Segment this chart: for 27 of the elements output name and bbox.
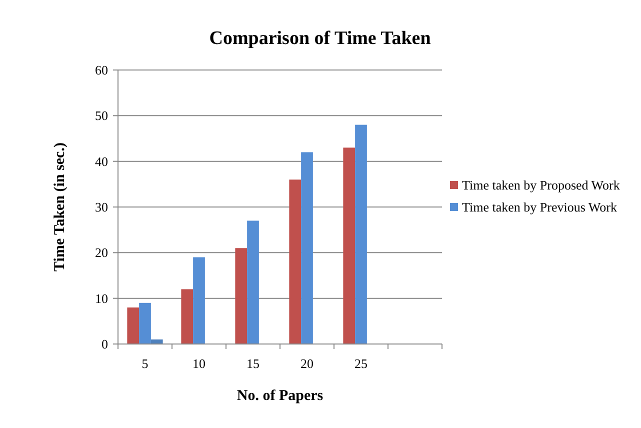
y-tick-label: 20 [95,245,108,260]
bar [181,289,194,344]
y-tick-label: 50 [95,108,108,124]
bar [139,302,151,344]
y-axis-title: Time Taken (in sec.) [52,142,68,272]
y-tick-label: 10 [95,290,108,306]
bar [343,148,356,344]
y-tick-label: 0 [102,336,108,352]
x-tick-label: 20 [300,356,314,371]
x-tick-label: 5 [142,356,148,371]
bar [127,307,140,344]
x-tick-label: 10 [192,356,206,371]
bar [193,257,205,344]
bar [289,180,302,344]
legend-label: Time taken by Previous Work [462,200,618,215]
x-axis-title: No. of Papers [236,388,324,404]
x-tick-label: 15 [246,356,260,371]
y-tick-label: 30 [95,200,108,215]
bar [301,152,313,344]
bar [247,220,259,344]
chart-title: Comparison of Time Taken [209,28,432,49]
x-tick-label: 25 [354,356,368,371]
bar [235,248,248,344]
bar [355,124,367,344]
legend-label: Time taken by Proposed Work [462,178,620,193]
y-tick-label: 60 [95,62,108,78]
y-tick-label: 40 [95,154,108,169]
